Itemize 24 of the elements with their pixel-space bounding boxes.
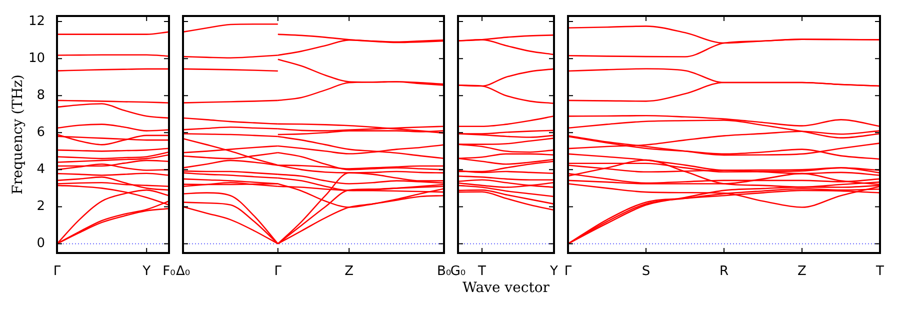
x-tick-label: B₀ bbox=[436, 264, 452, 280]
x-tick-label: Γ bbox=[274, 264, 282, 280]
y-tick-label: 4 bbox=[36, 162, 45, 178]
x-tick-label: Γ bbox=[53, 264, 62, 280]
x-tick-label: Y bbox=[142, 264, 151, 280]
x-tick-label: F₀ bbox=[162, 264, 176, 280]
x-tick-label: Δ₀ bbox=[176, 264, 190, 280]
x-tick-label: Y bbox=[549, 264, 558, 280]
x-tick-label: T bbox=[875, 264, 884, 280]
y-tick-label: 0 bbox=[36, 236, 45, 252]
x-tick-label: T bbox=[477, 264, 486, 280]
x-axis-title: Wave vector bbox=[462, 280, 550, 296]
y-tick-label: 12 bbox=[28, 14, 45, 29]
y-tick-label: 10 bbox=[28, 50, 45, 66]
x-tick-label: Z bbox=[798, 264, 807, 280]
y-tick-label: 8 bbox=[36, 88, 45, 103]
y-axis-title: Frequency (THz) bbox=[10, 74, 26, 195]
x-tick-label: S bbox=[642, 264, 650, 280]
y-tick-label: 2 bbox=[36, 199, 45, 214]
x-tick-label: Γ bbox=[564, 264, 572, 280]
x-tick-label: R bbox=[719, 264, 729, 280]
x-tick-label: Z bbox=[344, 264, 354, 280]
y-tick-label: 6 bbox=[36, 125, 45, 140]
x-tick-label: G₀ bbox=[450, 264, 466, 280]
